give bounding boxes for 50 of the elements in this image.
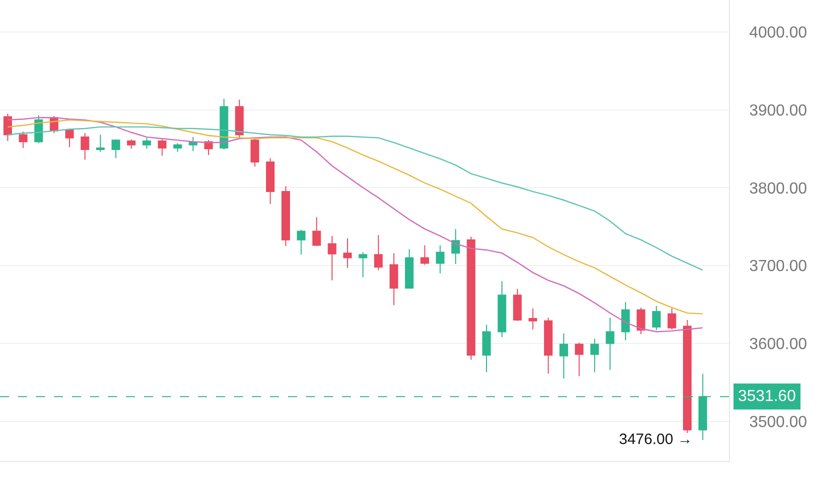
y-tick-label: 3600.00 bbox=[749, 336, 808, 354]
candlestick bbox=[281, 186, 290, 247]
candlestick bbox=[250, 138, 260, 168]
candlestick bbox=[590, 338, 599, 373]
candlestick bbox=[343, 238, 352, 268]
line-series bbox=[7, 126, 704, 271]
candlestick bbox=[513, 288, 522, 322]
y-tick-label: 3500.00 bbox=[749, 414, 808, 431]
candlestick bbox=[312, 216, 321, 247]
candlestick bbox=[142, 137, 152, 150]
candlestick bbox=[528, 308, 538, 330]
candlestick bbox=[96, 134, 105, 152]
candlestick bbox=[358, 252, 368, 278]
candlestick bbox=[621, 302, 630, 341]
candlestick bbox=[420, 244, 430, 266]
candlestick bbox=[668, 308, 676, 330]
candlestick bbox=[112, 138, 120, 159]
annotation: 3476.00 → bbox=[619, 431, 692, 448]
candlestick bbox=[220, 98, 228, 150]
ref-line-label: 3531.60 bbox=[738, 388, 796, 405]
candlestick bbox=[606, 317, 614, 370]
y-tick-label: 3800.00 bbox=[749, 180, 808, 198]
y-tick-label: 3900.00 bbox=[749, 102, 808, 120]
candlestick bbox=[390, 252, 398, 306]
candlestick bbox=[482, 324, 491, 373]
candlestick bbox=[683, 320, 692, 434]
candlestick bbox=[18, 131, 28, 148]
candlestick bbox=[652, 306, 661, 331]
candlestick bbox=[498, 280, 506, 338]
candlestick bbox=[374, 234, 383, 271]
candlestick bbox=[65, 128, 74, 148]
candlestick bbox=[544, 317, 553, 374]
candlestick bbox=[266, 158, 275, 205]
candlestick bbox=[296, 229, 306, 256]
candlestick bbox=[328, 235, 336, 281]
candlestick bbox=[436, 244, 444, 274]
y-tick-label: 3700.00 bbox=[749, 258, 808, 276]
candlestick bbox=[574, 342, 584, 377]
candlestick bbox=[158, 138, 166, 156]
candlestick bbox=[80, 132, 90, 160]
candlestick bbox=[173, 142, 182, 152]
candlestick bbox=[127, 138, 136, 150]
candlestick bbox=[466, 236, 476, 360]
candlestick bbox=[451, 228, 460, 264]
candlestick bbox=[405, 248, 414, 289]
candlestick bbox=[559, 332, 568, 379]
candlestick bbox=[636, 307, 646, 335]
candlestick bbox=[235, 99, 244, 138]
y-tick-label: 4000.00 bbox=[749, 24, 808, 42]
candlestick bbox=[188, 136, 198, 152]
